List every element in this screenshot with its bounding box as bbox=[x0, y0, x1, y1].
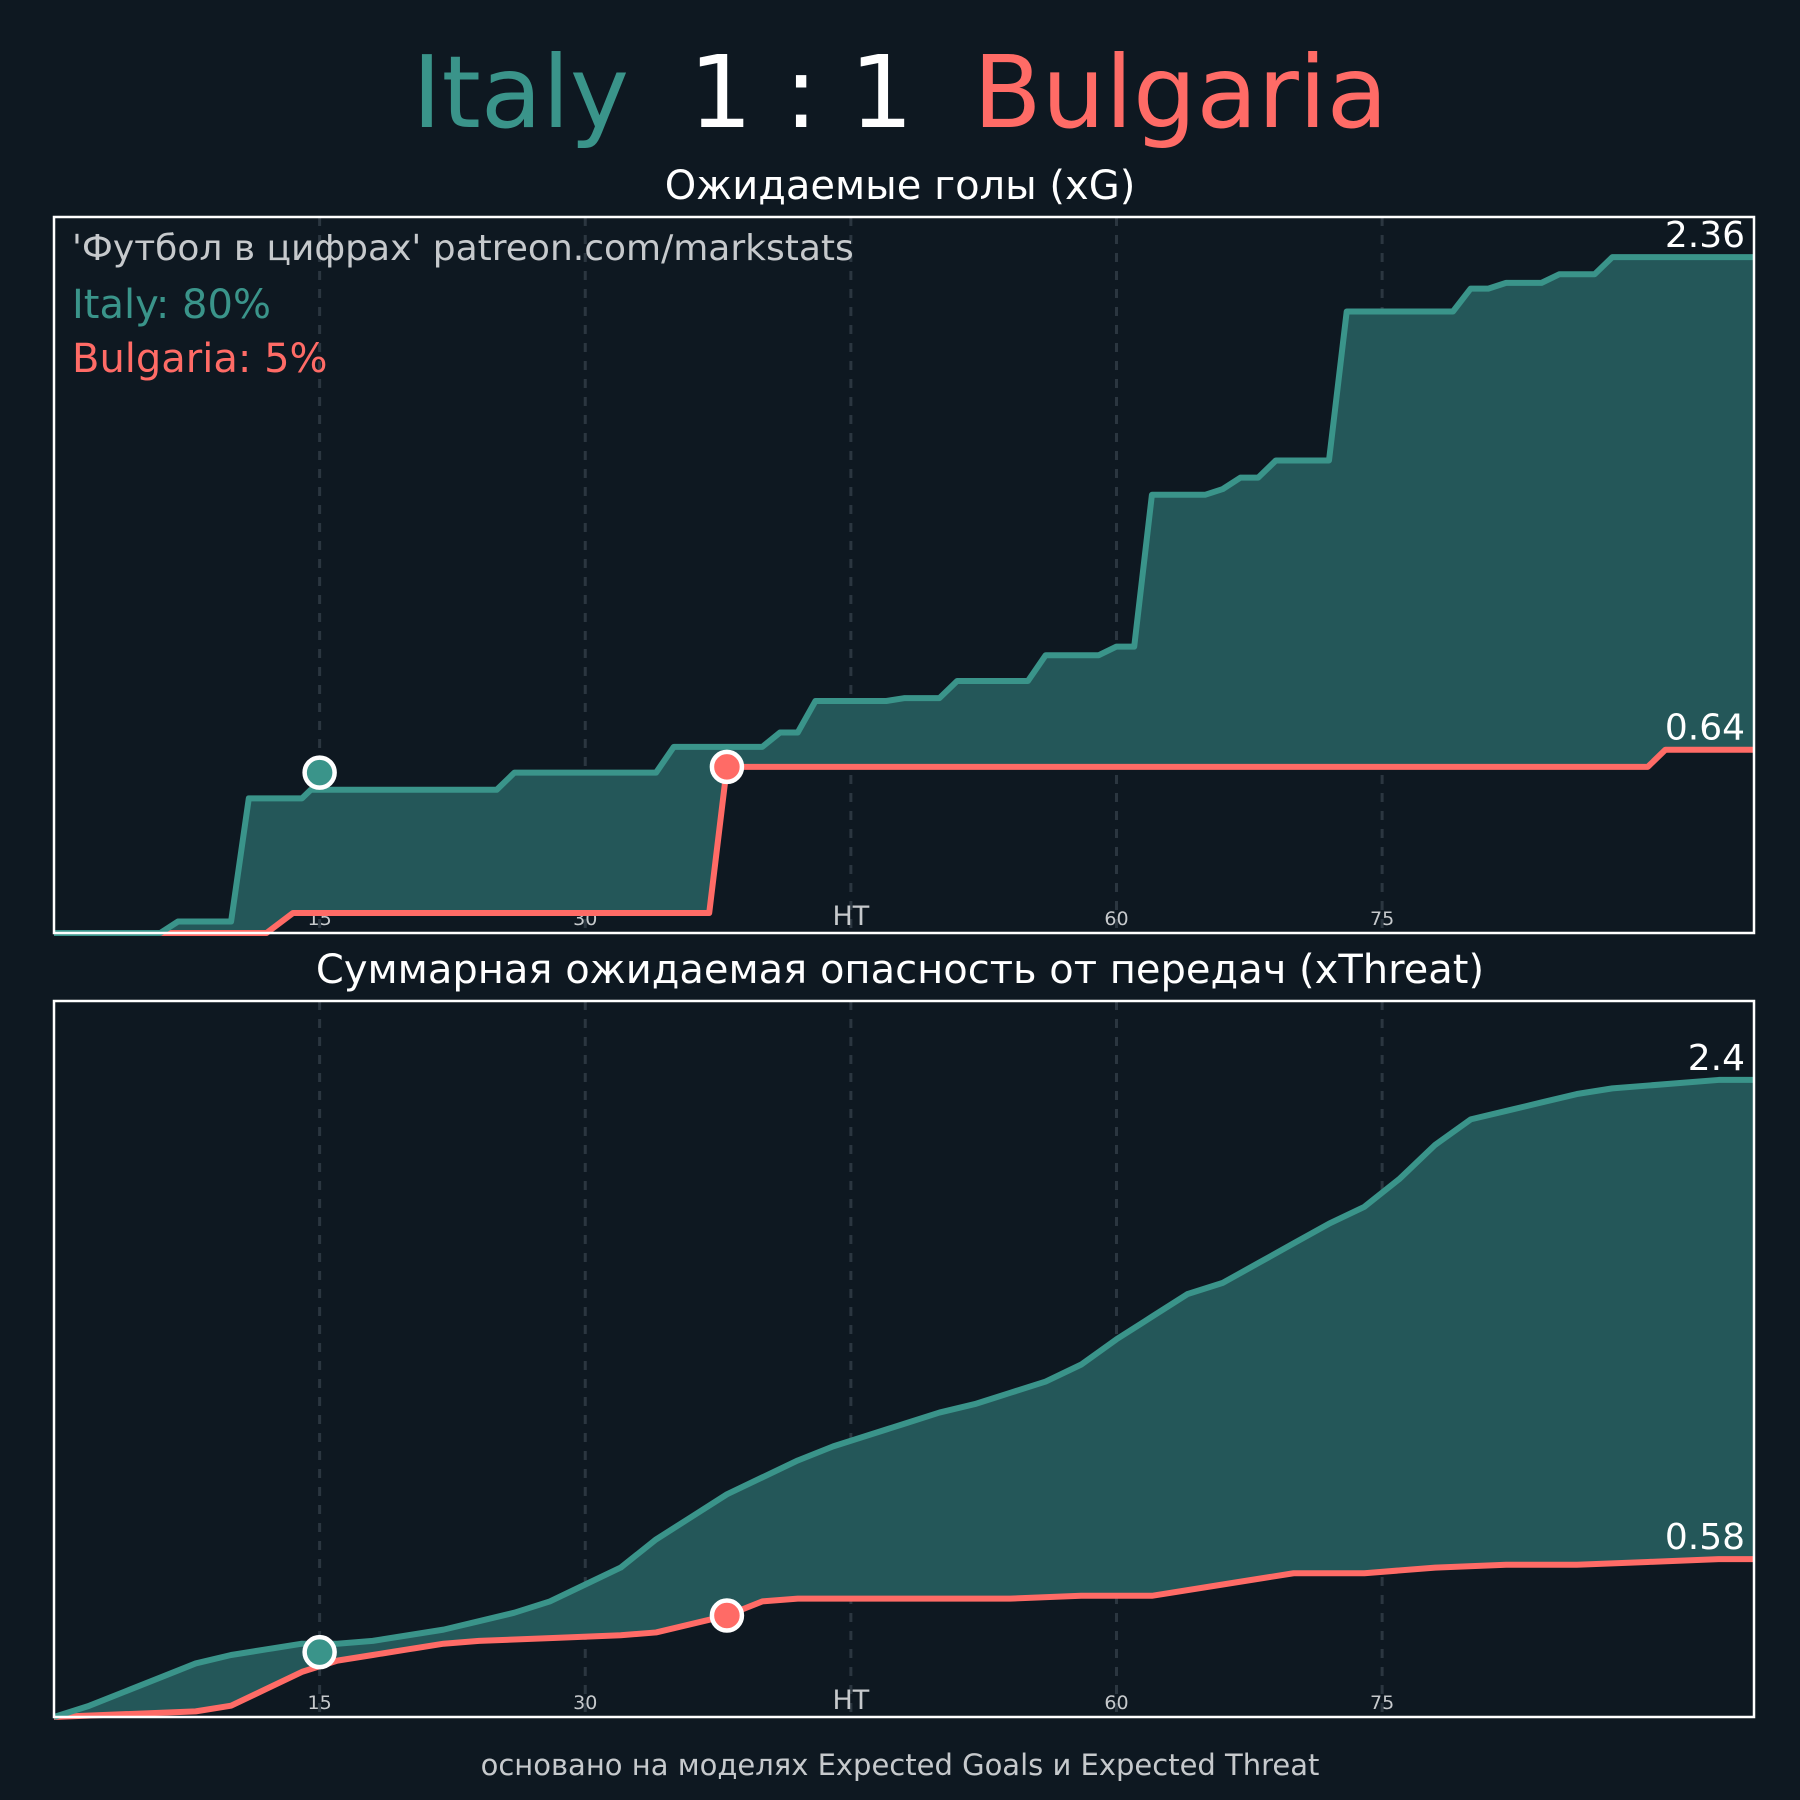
home-win-probability: Italy: 80% bbox=[72, 282, 271, 328]
bulgaria-final-value: 0.64 bbox=[1665, 708, 1745, 749]
x-tick-label: 75 bbox=[1370, 1692, 1394, 1714]
xg-chart-title: Ожидаемые голы (xG) bbox=[664, 163, 1136, 209]
away-team-name: Bulgaria bbox=[973, 34, 1388, 151]
italy-goal-marker bbox=[302, 1634, 337, 1670]
x-tick-label: 60 bbox=[1104, 908, 1128, 930]
bulgaria-series-line bbox=[53, 1556, 1754, 1720]
bulgaria-final-value: 0.58 bbox=[1665, 1517, 1745, 1558]
plot-frame bbox=[52, 215, 1756, 935]
xg-chart: 15 30 HT 60 752.360.64 bbox=[52, 215, 1756, 936]
italy-series-line bbox=[54, 254, 1754, 936]
x-tick-label: 75 bbox=[1370, 908, 1394, 930]
x-tick-label: HT bbox=[832, 901, 869, 932]
italy-series-line bbox=[53, 1076, 1754, 1720]
xg-difference-area bbox=[54, 1079, 1754, 1717]
x-tick-label: 30 bbox=[573, 1692, 597, 1714]
xthreat-chart: 15 30 HT 60 75 2.4 0.58 bbox=[52, 999, 1756, 1720]
x-tick-label: HT bbox=[832, 1685, 869, 1716]
italy-final-value: 2.36 bbox=[1665, 215, 1745, 256]
home-team-name: Italy bbox=[412, 34, 630, 151]
watermark-text: 'Футбол в цифрах' patreon.com/markstats bbox=[72, 228, 854, 269]
bulgaria-goal-marker bbox=[709, 1598, 745, 1633]
footer-note: основано на моделях Expected Goals и Exp… bbox=[480, 1748, 1320, 1782]
x-tick-label: 60 bbox=[1104, 1692, 1128, 1714]
plot-frame bbox=[52, 999, 1756, 1719]
xthreat-chart-title: Суммарная ожидаемая опасность от передач… bbox=[315, 947, 1485, 993]
italy-goal-marker bbox=[302, 755, 337, 790]
bulgaria-goal-marker bbox=[709, 749, 745, 785]
away-win-probability: Bulgaria: 5% bbox=[72, 336, 328, 382]
x-tick-label: 15 bbox=[308, 1692, 332, 1714]
match-score: 1 : 1 bbox=[688, 34, 914, 151]
italy-final-value: 2.4 bbox=[1688, 1038, 1745, 1079]
match-header: Italy 1 : 1 Bulgaria bbox=[0, 38, 1800, 148]
